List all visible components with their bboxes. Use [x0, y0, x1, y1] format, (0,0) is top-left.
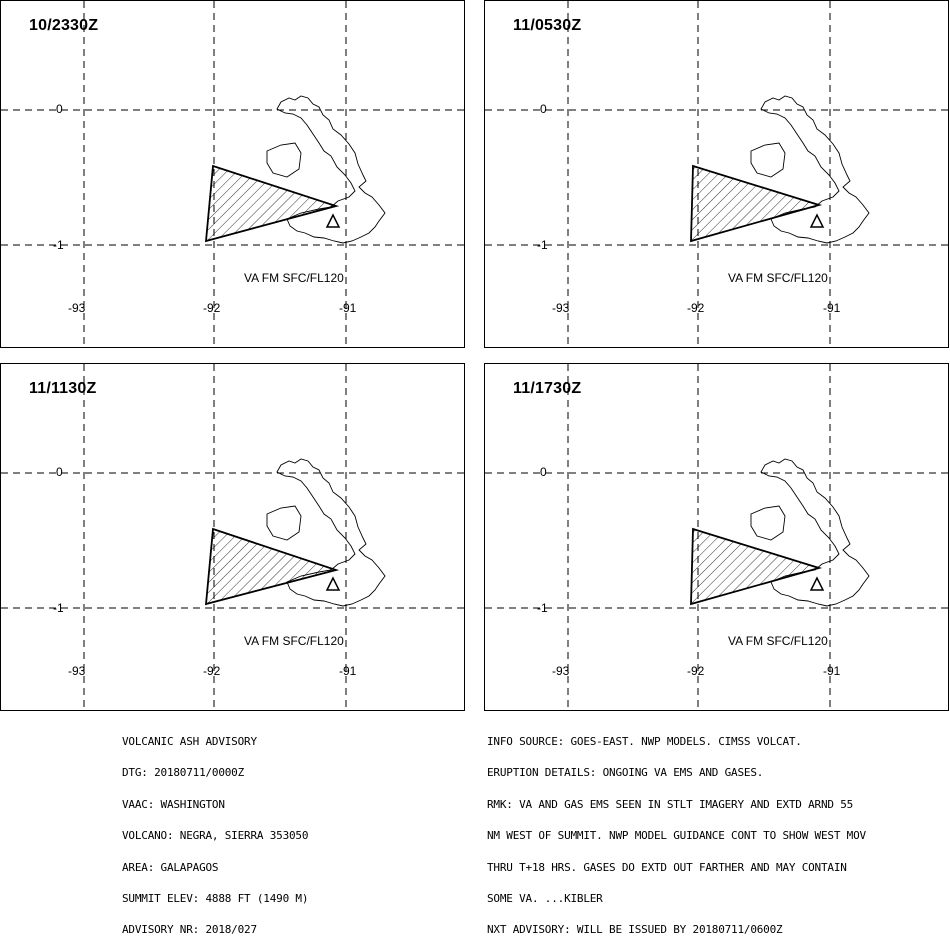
advisory-line: ADVISORY NR: 2018/027 — [122, 923, 257, 937]
forecast-panel-2: 11/0530Z 0 -1 -93 -92 -91 VA FM SFC/FL12… — [484, 0, 950, 349]
lat-label-0: 0 — [56, 465, 63, 479]
lat-label-neg1: -1 — [537, 601, 548, 615]
ash-cloud-polygon — [690, 527, 823, 606]
lon-label-neg93: -93 — [68, 664, 86, 678]
advisory-line: NXT ADVISORY: WILL BE ISSUED BY 20180711… — [487, 923, 783, 937]
advisory-remarks-block: INFO SOURCE: GOES-EAST. NWP MODELS. CIMS… — [487, 716, 950, 946]
lat-label-neg1: -1 — [53, 601, 64, 615]
advisory-line: SOME VA. ...KIBLER — [487, 891, 603, 905]
va-level-label: VA FM SFC/FL120 — [728, 634, 828, 648]
va-level-label: VA FM SFC/FL120 — [728, 271, 828, 285]
volcano-triangle-icon — [809, 576, 825, 591]
forecast-panel-1: 10/2330Z 0 -1 -93 -92 -91 VA FM SFC/FL12… — [0, 0, 466, 349]
map-svg-1 — [1, 1, 466, 349]
volcano-triangle-icon — [809, 213, 825, 228]
lat-label-neg1: -1 — [53, 238, 64, 252]
volcano-triangle-icon — [325, 576, 341, 591]
lon-label-neg91: -91 — [823, 664, 841, 678]
lon-label-neg91: -91 — [339, 301, 357, 315]
advisory-line: INFO SOURCE: GOES-EAST. NWP MODELS. CIMS… — [487, 735, 802, 748]
advisory-line: AREA: GALAPAGOS — [122, 860, 219, 874]
lon-label-neg92: -92 — [687, 664, 705, 678]
lat-label-0: 0 — [540, 102, 547, 116]
lon-label-neg92: -92 — [203, 664, 221, 678]
advisory-line: RMK: VA AND GAS EMS SEEN IN STLT IMAGERY… — [487, 797, 854, 811]
advisory-line: DTG: 20180711/0000Z — [122, 766, 245, 780]
advisory-line: VOLCANIC ASH ADVISORY — [122, 735, 257, 748]
lon-label-neg91: -91 — [823, 301, 841, 315]
va-level-label: VA FM SFC/FL120 — [244, 271, 344, 285]
lon-label-neg92: -92 — [203, 301, 221, 315]
panel-time: 11/1730Z — [513, 380, 582, 397]
lat-label-0: 0 — [540, 465, 547, 479]
advisory-line: THRU T+18 HRS. GASES DO EXTD OUT FARTHER… — [487, 860, 847, 874]
advisory-line: SUMMIT ELEV: 4888 FT (1490 M) — [122, 891, 309, 905]
ash-cloud-polygon — [204, 164, 340, 243]
forecast-panel-3: 11/1130Z 0 -1 -93 -92 -91 VA FM SFC/FL12… — [0, 363, 466, 712]
advisory-line: ERUPTION DETAILS: ONGOING VA EMS AND GAS… — [487, 766, 764, 780]
panel-time: 11/1130Z — [29, 380, 97, 397]
lon-label-neg92: -92 — [687, 301, 705, 315]
panel-time: 11/0530Z — [513, 17, 582, 34]
lon-label-neg93: -93 — [552, 301, 570, 315]
advisory-line: NM WEST OF SUMMIT. NWP MODEL GUIDANCE CO… — [487, 829, 866, 843]
forecast-panel-4: 11/1730Z 0 -1 -93 -92 -91 VA FM SFC/FL12… — [484, 363, 950, 712]
lon-label-neg93: -93 — [68, 301, 86, 315]
map-svg-3 — [1, 364, 466, 712]
coastline — [266, 95, 386, 244]
lat-label-neg1: -1 — [537, 238, 548, 252]
map-svg-4 — [485, 364, 950, 712]
map-svg-2 — [485, 1, 950, 349]
lat-label-0: 0 — [56, 102, 63, 116]
lon-label-neg93: -93 — [552, 664, 570, 678]
coastline — [266, 458, 386, 607]
advisory-line: VOLCANO: NEGRA, SIERRA 353050 — [122, 829, 309, 843]
advisory-line: VAAC: WASHINGTON — [122, 797, 225, 811]
advisory-header-block: VOLCANIC ASH ADVISORY DTG: 20180711/0000… — [122, 716, 308, 946]
coastline — [750, 95, 870, 244]
panel-time: 10/2330Z — [29, 17, 99, 34]
volcano-triangle-icon — [325, 213, 341, 228]
va-level-label: VA FM SFC/FL120 — [244, 634, 344, 648]
lon-label-neg91: -91 — [339, 664, 357, 678]
ash-cloud-polygon — [204, 527, 340, 606]
coastline — [750, 458, 870, 607]
ash-cloud-polygon — [690, 164, 823, 243]
